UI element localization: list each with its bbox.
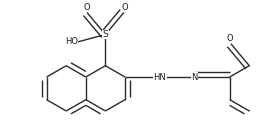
Text: O: O bbox=[83, 3, 90, 12]
Text: N: N bbox=[192, 73, 198, 82]
Text: HO: HO bbox=[65, 37, 78, 46]
Text: HN: HN bbox=[153, 73, 166, 82]
Text: O: O bbox=[121, 3, 128, 12]
Text: S: S bbox=[103, 30, 108, 39]
Text: O: O bbox=[227, 34, 234, 43]
